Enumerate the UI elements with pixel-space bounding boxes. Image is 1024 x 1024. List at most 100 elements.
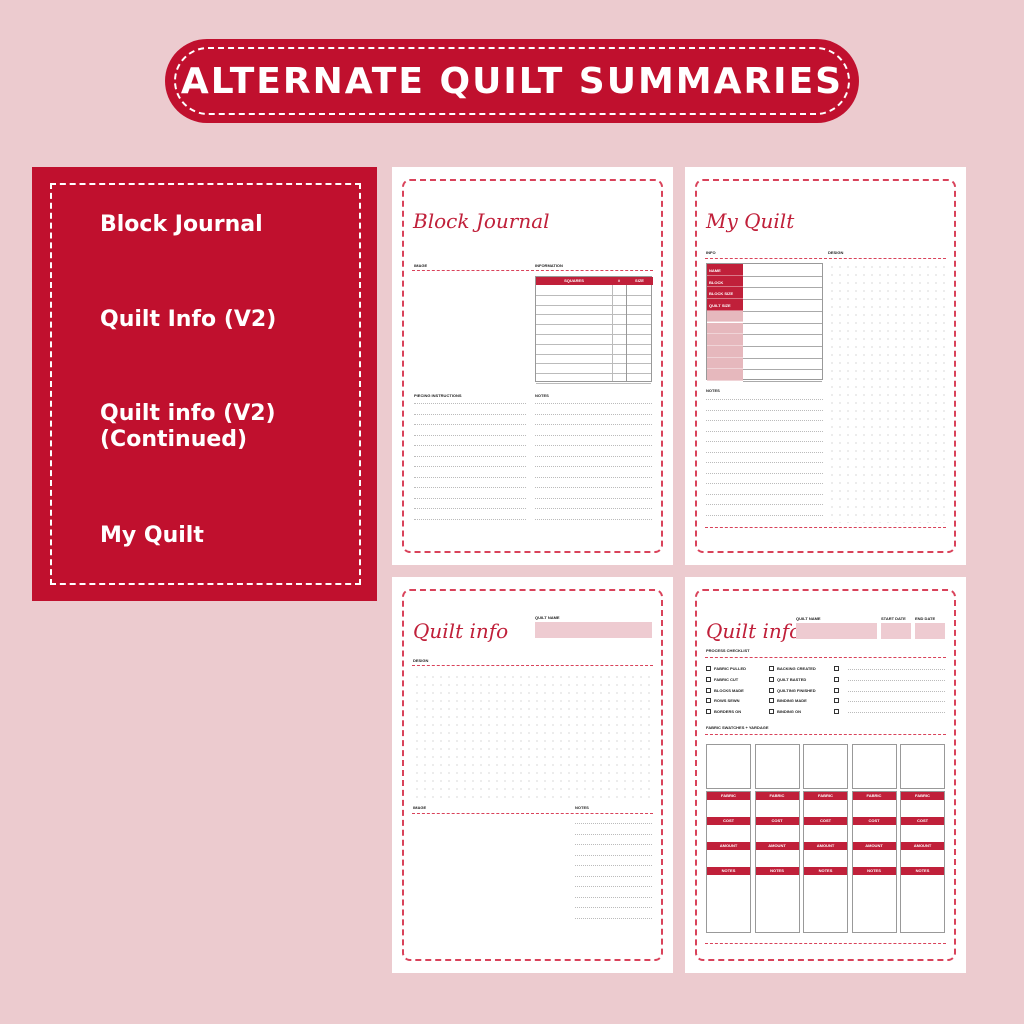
checkbox[interactable] bbox=[834, 687, 839, 693]
info-row-label: BLOCK SIZE bbox=[707, 287, 743, 300]
writing-line bbox=[706, 399, 823, 400]
writing-line bbox=[535, 455, 652, 457]
swatch-field-cost: COST bbox=[755, 817, 799, 825]
table-row-line bbox=[536, 294, 651, 296]
writing-line bbox=[575, 917, 652, 919]
checkbox[interactable] bbox=[769, 687, 774, 693]
table-row-line bbox=[536, 363, 651, 365]
notes-label: NOTES bbox=[535, 393, 549, 398]
table-row-line bbox=[536, 353, 651, 355]
swatch-field-notes: NOTES bbox=[852, 867, 896, 875]
writing-line bbox=[414, 476, 526, 478]
checklist-item[interactable]: FABRIC CUT bbox=[706, 676, 738, 682]
checklist-item[interactable]: QUILTING FINISHED bbox=[769, 687, 816, 693]
writing-line bbox=[414, 434, 526, 436]
checkbox[interactable] bbox=[769, 676, 774, 682]
start-date-field[interactable] bbox=[881, 623, 911, 639]
quilt-name-field[interactable] bbox=[535, 622, 652, 638]
checkbox[interactable] bbox=[769, 709, 774, 715]
swatch-field-amount: AMOUNT bbox=[707, 842, 750, 850]
writing-line bbox=[848, 669, 945, 670]
info-row-line bbox=[743, 275, 822, 277]
checklist-item[interactable] bbox=[834, 676, 839, 682]
checklist-item[interactable] bbox=[834, 666, 839, 671]
swatch-field-cost: COST bbox=[852, 817, 896, 825]
table-row-line bbox=[536, 304, 651, 306]
checklist-item[interactable]: BINDING ON bbox=[769, 709, 801, 715]
checkbox[interactable] bbox=[834, 676, 839, 682]
info-row-line bbox=[743, 322, 822, 324]
swatch-field-notes: NOTES bbox=[901, 867, 944, 875]
swatch-card: FABRIC COST AMOUNT NOTES bbox=[754, 791, 800, 933]
start-date-label: START DATE bbox=[881, 616, 906, 621]
divider bbox=[412, 813, 653, 814]
writing-line bbox=[535, 434, 652, 436]
checkbox[interactable] bbox=[769, 666, 774, 671]
swatch-field-amount: AMOUNT bbox=[755, 842, 799, 850]
writing-line bbox=[414, 466, 526, 467]
quilt-info-v2-title: Quilt info bbox=[706, 619, 802, 643]
info-row-label bbox=[707, 345, 743, 358]
swatch-field-cost: COST bbox=[707, 817, 750, 825]
writing-line bbox=[414, 445, 526, 446]
info-row-line bbox=[743, 357, 822, 359]
design-label: DESIGN bbox=[413, 658, 429, 663]
checklist-item[interactable]: FABRIC PULLED bbox=[706, 666, 746, 671]
swatch-field-notes: NOTES bbox=[707, 867, 750, 875]
checkbox[interactable] bbox=[706, 698, 711, 704]
checkbox[interactable] bbox=[706, 666, 711, 671]
panel-item-continued: (Continued) bbox=[100, 427, 248, 452]
end-date-field[interactable] bbox=[915, 623, 945, 639]
writing-line bbox=[706, 451, 823, 453]
info-row-line bbox=[743, 287, 822, 289]
checklist-item[interactable]: BINDING MADE bbox=[769, 698, 807, 704]
table-row-line bbox=[536, 334, 651, 335]
checkbox[interactable] bbox=[706, 676, 711, 682]
writing-line bbox=[848, 690, 945, 692]
information-table: SQUARES # SIZE bbox=[535, 276, 653, 384]
checklist-label: BINDING MADE bbox=[777, 698, 807, 704]
checklist-item[interactable]: ROWS SEWN bbox=[706, 698, 740, 704]
info-row-label bbox=[707, 357, 743, 370]
info-table: NAME BLOCK BLOCK SIZE QUILT SIZE bbox=[706, 263, 823, 382]
writing-line bbox=[575, 896, 652, 898]
writing-line bbox=[414, 497, 526, 499]
checklist-item[interactable]: BORDERS ON bbox=[706, 709, 741, 715]
writing-line bbox=[575, 886, 652, 887]
table-row-line bbox=[536, 324, 651, 326]
title-banner: ALTERNATE QUILT SUMMARIES bbox=[165, 39, 859, 123]
notes-label: NOTES bbox=[575, 805, 589, 810]
checklist-item[interactable] bbox=[834, 687, 839, 693]
checklist-item[interactable]: QUILT BASTED bbox=[769, 676, 806, 682]
checkbox[interactable] bbox=[834, 666, 839, 671]
writing-line bbox=[706, 409, 823, 411]
swatch-field-notes: NOTES bbox=[755, 867, 799, 875]
design-label: DESIGN bbox=[828, 250, 844, 255]
writing-line bbox=[535, 487, 652, 488]
checkbox[interactable] bbox=[834, 709, 839, 715]
checkbox[interactable] bbox=[834, 698, 839, 704]
divider bbox=[705, 258, 946, 259]
info-row-label bbox=[707, 369, 743, 381]
writing-line bbox=[706, 504, 823, 505]
checklist-item[interactable]: BLOCKS MADE bbox=[706, 687, 744, 693]
writing-line bbox=[575, 907, 652, 908]
swatch-box bbox=[754, 744, 800, 789]
writing-line bbox=[414, 424, 526, 425]
writing-line bbox=[575, 875, 652, 877]
checklist-item[interactable] bbox=[834, 698, 839, 704]
swatch-box bbox=[706, 744, 751, 789]
swatch-box bbox=[900, 744, 945, 789]
checkbox[interactable] bbox=[706, 709, 711, 715]
divider bbox=[705, 527, 946, 528]
writing-line bbox=[706, 420, 823, 421]
checklist-item[interactable]: BACKING CREATED bbox=[769, 666, 816, 671]
design-dot-grid bbox=[413, 673, 653, 799]
writing-line bbox=[706, 483, 823, 484]
quilt-name-field[interactable] bbox=[796, 623, 877, 639]
checkbox[interactable] bbox=[706, 687, 711, 693]
checklist-item[interactable] bbox=[834, 709, 839, 715]
panel-item-block-journal: Block Journal bbox=[100, 212, 263, 237]
col-size: SIZE bbox=[626, 277, 653, 285]
checkbox[interactable] bbox=[769, 698, 774, 704]
